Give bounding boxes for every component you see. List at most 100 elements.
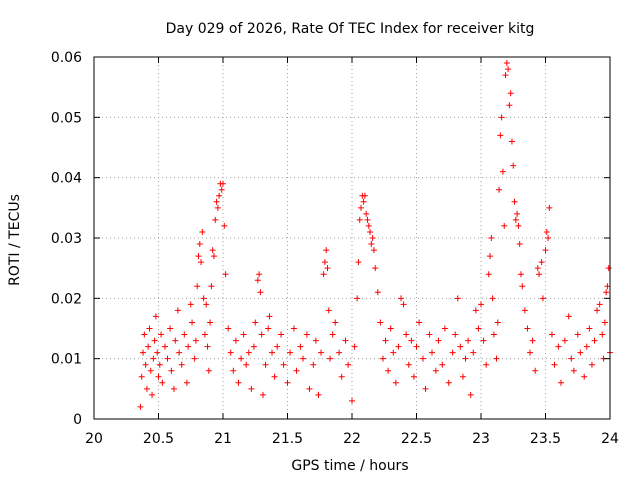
data-point xyxy=(426,331,433,338)
data-point xyxy=(545,235,552,241)
data-point xyxy=(178,361,185,368)
data-point xyxy=(318,349,325,356)
data-point xyxy=(465,337,472,344)
data-point xyxy=(551,361,558,368)
data-point xyxy=(510,162,517,169)
data-point xyxy=(361,192,368,199)
data-point xyxy=(499,168,506,175)
data-point xyxy=(138,373,145,380)
data-point xyxy=(449,349,456,356)
data-point xyxy=(568,355,575,362)
data-point xyxy=(591,337,598,344)
data-point xyxy=(501,222,508,229)
data-point xyxy=(493,355,500,362)
data-point xyxy=(511,198,518,205)
data-point xyxy=(210,253,217,260)
data-point xyxy=(278,331,285,338)
data-point xyxy=(577,349,584,356)
x-tick-label: 20 xyxy=(85,431,103,447)
data-point xyxy=(374,289,381,296)
y-tick-label: 0.02 xyxy=(51,291,82,307)
data-point xyxy=(145,343,152,350)
data-point xyxy=(196,241,203,248)
data-point xyxy=(159,379,166,386)
y-axis-title: ROTI / TECUs xyxy=(7,194,23,286)
data-point xyxy=(581,373,588,380)
data-point xyxy=(419,355,426,362)
data-point xyxy=(238,355,245,362)
data-point xyxy=(382,337,389,344)
data-point xyxy=(312,337,319,344)
data-point xyxy=(203,301,210,308)
data-point xyxy=(387,325,394,332)
data-point xyxy=(329,331,336,338)
data-point xyxy=(338,373,345,380)
data-point xyxy=(327,355,334,362)
data-point xyxy=(154,349,161,356)
data-point xyxy=(290,325,297,332)
x-axis-title: GPS time / hours xyxy=(291,458,408,474)
data-point xyxy=(323,247,330,254)
data-point xyxy=(235,379,242,386)
data-point xyxy=(218,186,225,193)
data-point xyxy=(306,385,313,392)
data-point xyxy=(485,271,492,278)
x-tick-label: 21 xyxy=(214,431,232,447)
x-tick-label: 21.5 xyxy=(272,431,303,447)
data-point xyxy=(187,301,194,308)
data-point xyxy=(452,331,459,338)
data-point xyxy=(505,66,512,73)
data-point xyxy=(303,331,310,338)
data-points xyxy=(137,60,613,410)
data-point xyxy=(475,325,482,332)
data-point xyxy=(519,283,526,290)
data-point xyxy=(230,367,237,374)
y-tick-label: 0.03 xyxy=(51,231,82,247)
data-point xyxy=(400,301,407,308)
data-point xyxy=(143,385,150,392)
data-point xyxy=(398,295,405,302)
data-point xyxy=(370,247,377,254)
data-point xyxy=(356,216,363,223)
data-point xyxy=(365,222,372,229)
data-point xyxy=(459,373,466,380)
data-point xyxy=(546,204,553,211)
data-point xyxy=(240,331,247,338)
x-tick-label: 23.5 xyxy=(530,431,561,447)
data-point xyxy=(194,283,201,290)
data-point xyxy=(140,349,147,356)
data-point xyxy=(256,271,263,278)
data-point xyxy=(342,337,349,344)
data-point xyxy=(220,180,226,187)
data-point xyxy=(227,349,234,356)
data-point xyxy=(170,385,177,392)
data-point xyxy=(516,241,523,248)
data-point xyxy=(439,361,446,368)
data-point xyxy=(369,235,376,241)
data-point xyxy=(539,295,546,302)
data-point xyxy=(601,319,608,326)
data-point xyxy=(358,204,365,211)
data-point xyxy=(213,198,220,205)
data-point xyxy=(167,325,174,332)
data-point xyxy=(532,367,539,374)
data-point xyxy=(205,367,212,374)
data-point xyxy=(574,331,581,338)
data-point xyxy=(548,331,555,338)
data-point xyxy=(487,253,494,260)
data-point xyxy=(379,355,386,362)
axis-ticks xyxy=(93,56,611,420)
data-point xyxy=(557,379,564,386)
data-point xyxy=(470,349,477,356)
data-point xyxy=(325,307,332,314)
data-point xyxy=(349,397,355,404)
data-point xyxy=(168,367,175,374)
data-point xyxy=(561,337,568,344)
data-point xyxy=(496,186,503,193)
data-point xyxy=(603,289,610,296)
y-tick-label: 0.01 xyxy=(51,352,82,368)
data-point xyxy=(274,343,281,350)
data-point xyxy=(156,361,163,368)
